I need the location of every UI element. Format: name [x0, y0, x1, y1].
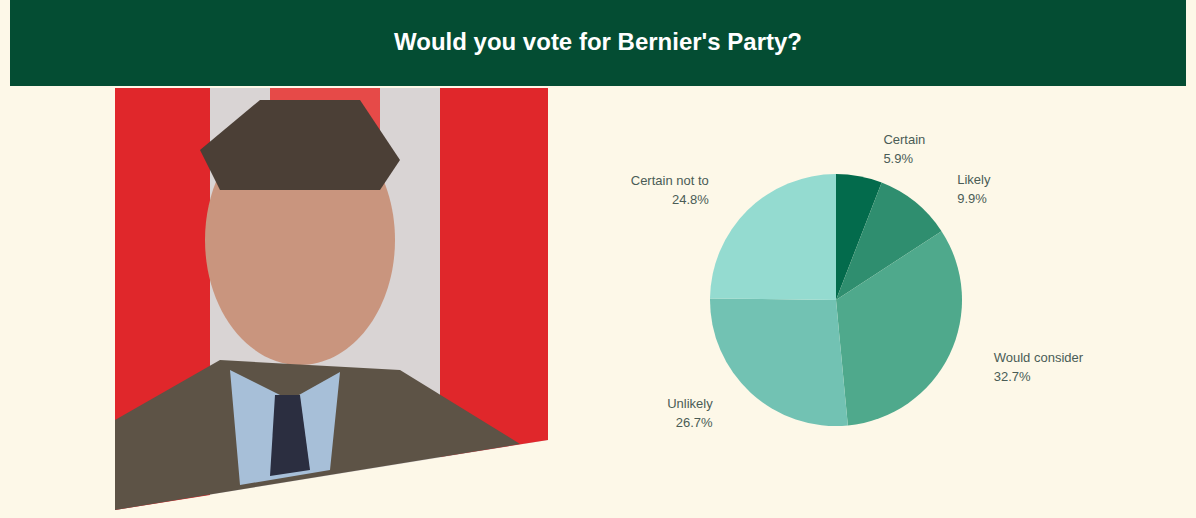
svg-text:26.7%: 26.7% — [676, 415, 713, 430]
svg-text:Unlikely: Unlikely — [667, 396, 713, 411]
svg-text:Certain not to: Certain not to — [631, 173, 709, 188]
svg-text:Certain: Certain — [883, 132, 925, 147]
svg-text:Would consider: Would consider — [994, 350, 1084, 365]
svg-text:24.8%: 24.8% — [672, 192, 709, 207]
svg-text:Likely: Likely — [957, 172, 991, 187]
svg-text:32.7%: 32.7% — [994, 369, 1031, 384]
svg-text:9.9%: 9.9% — [957, 191, 987, 206]
svg-text:5.9%: 5.9% — [883, 151, 913, 166]
svg-text:Would you vote for Bernier's P: Would you vote for Bernier's Party? — [394, 28, 802, 55]
